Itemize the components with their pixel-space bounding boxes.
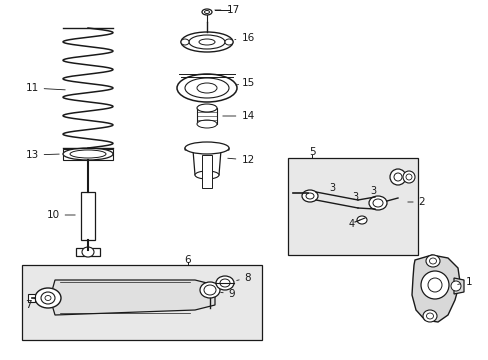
- Ellipse shape: [202, 9, 212, 15]
- Ellipse shape: [197, 83, 217, 93]
- Text: 2: 2: [407, 197, 425, 207]
- Polygon shape: [453, 278, 463, 294]
- Ellipse shape: [41, 292, 55, 304]
- Text: 6: 6: [184, 255, 191, 265]
- Ellipse shape: [35, 288, 61, 308]
- Ellipse shape: [70, 150, 106, 158]
- Polygon shape: [184, 148, 228, 175]
- Ellipse shape: [372, 199, 382, 207]
- Ellipse shape: [393, 173, 401, 181]
- Ellipse shape: [422, 310, 436, 322]
- Ellipse shape: [220, 279, 229, 287]
- Polygon shape: [28, 294, 35, 302]
- Polygon shape: [197, 108, 217, 124]
- Ellipse shape: [195, 171, 219, 179]
- Ellipse shape: [224, 39, 232, 45]
- Text: 5: 5: [308, 147, 315, 157]
- Polygon shape: [202, 155, 212, 188]
- Ellipse shape: [204, 10, 209, 13]
- Text: 3: 3: [369, 186, 375, 196]
- Ellipse shape: [199, 39, 215, 45]
- Text: 17: 17: [214, 5, 239, 15]
- Ellipse shape: [197, 120, 217, 128]
- Polygon shape: [76, 248, 100, 256]
- Ellipse shape: [197, 104, 217, 112]
- Ellipse shape: [405, 174, 411, 180]
- Ellipse shape: [82, 247, 94, 257]
- Text: 15: 15: [236, 78, 254, 88]
- Text: 14: 14: [223, 111, 254, 121]
- Ellipse shape: [177, 74, 237, 102]
- Ellipse shape: [63, 148, 113, 160]
- Polygon shape: [411, 255, 459, 322]
- Ellipse shape: [181, 32, 232, 52]
- Text: 11: 11: [25, 83, 65, 93]
- Ellipse shape: [305, 193, 313, 199]
- Ellipse shape: [427, 278, 441, 292]
- Polygon shape: [63, 149, 113, 160]
- Ellipse shape: [203, 285, 216, 295]
- Ellipse shape: [428, 258, 436, 264]
- Ellipse shape: [420, 271, 448, 299]
- Text: 1: 1: [457, 277, 471, 287]
- Text: 13: 13: [25, 150, 59, 160]
- Ellipse shape: [181, 39, 189, 45]
- Polygon shape: [22, 265, 262, 340]
- Ellipse shape: [425, 255, 439, 267]
- Text: 12: 12: [227, 155, 254, 165]
- Ellipse shape: [45, 296, 51, 301]
- Text: 3: 3: [351, 192, 357, 202]
- Text: 4: 4: [348, 219, 359, 229]
- Ellipse shape: [189, 35, 224, 49]
- Polygon shape: [287, 158, 417, 255]
- Text: 7: 7: [24, 298, 35, 310]
- Ellipse shape: [184, 142, 228, 154]
- Text: 16: 16: [234, 33, 254, 43]
- Text: 9: 9: [220, 289, 235, 299]
- Ellipse shape: [200, 282, 220, 298]
- Ellipse shape: [389, 169, 405, 185]
- Text: 8: 8: [236, 273, 251, 283]
- Polygon shape: [81, 192, 95, 240]
- Polygon shape: [50, 280, 215, 315]
- Ellipse shape: [368, 196, 386, 210]
- Ellipse shape: [426, 313, 433, 319]
- Ellipse shape: [184, 78, 228, 98]
- Ellipse shape: [450, 281, 460, 291]
- Ellipse shape: [216, 276, 234, 290]
- Ellipse shape: [302, 190, 317, 202]
- Ellipse shape: [402, 171, 414, 183]
- Ellipse shape: [356, 216, 366, 224]
- Text: 3: 3: [328, 183, 334, 193]
- Text: 10: 10: [46, 210, 75, 220]
